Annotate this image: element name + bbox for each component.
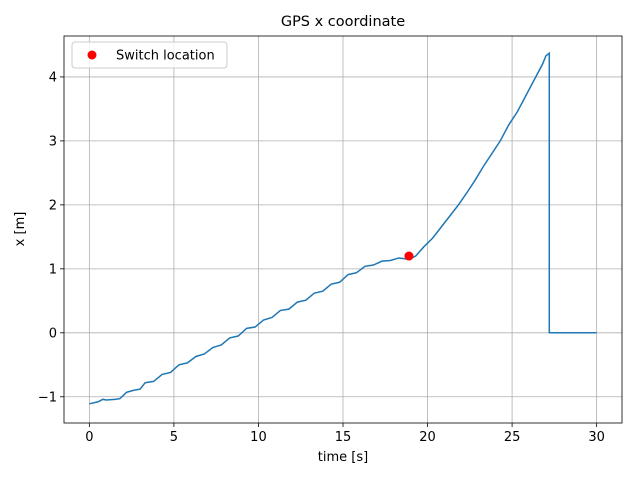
y-tick-label: 1 xyxy=(49,262,57,277)
data-line xyxy=(89,51,597,405)
x-tick-label: 25 xyxy=(504,430,521,445)
x-tick-label: 30 xyxy=(588,430,605,445)
x-tick-label: 5 xyxy=(170,430,178,445)
y-tick-label: 2 xyxy=(49,198,57,213)
legend-marker xyxy=(87,50,97,60)
x-tick-label: 15 xyxy=(335,430,352,445)
x-tick-label: 20 xyxy=(419,430,436,445)
y-axis-label: x [m] xyxy=(13,212,28,247)
chart-title: GPS x coordinate xyxy=(281,14,405,30)
x-tick-label: 0 xyxy=(85,430,93,445)
data-point xyxy=(404,251,414,261)
x-tick-label: 10 xyxy=(250,430,267,445)
plot-frame xyxy=(63,35,623,424)
y-tick-label: 4 xyxy=(49,70,57,85)
y-tick-label: 3 xyxy=(49,134,57,149)
legend-label: Switch location xyxy=(116,49,215,64)
legend-box xyxy=(71,41,228,69)
y-tick-label: 0 xyxy=(49,326,57,341)
y-tick-label: −1 xyxy=(38,390,57,405)
x-axis-label: time [s] xyxy=(318,450,368,465)
